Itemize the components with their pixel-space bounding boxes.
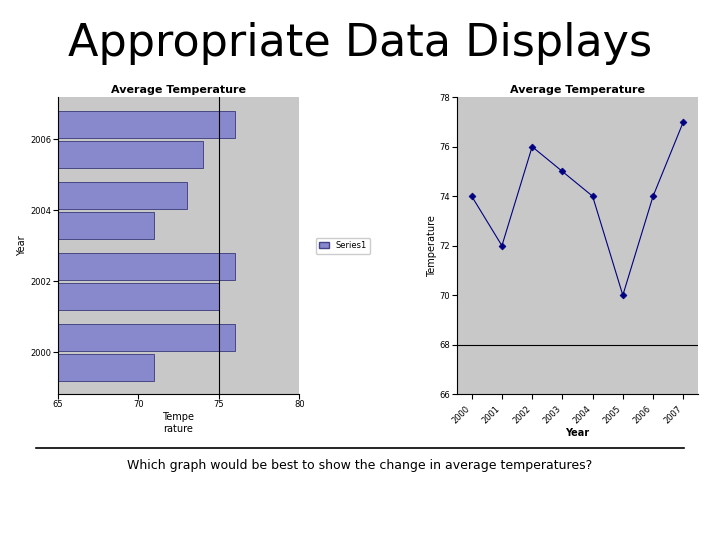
Bar	[58, 324, 235, 351]
Bar	[58, 354, 154, 381]
Y-axis label: Temperature: Temperature	[427, 215, 437, 276]
Bar	[58, 182, 186, 209]
Text: Appropriate Data Displays: Appropriate Data Displays	[68, 22, 652, 65]
Y-axis label: Year: Year	[17, 235, 27, 256]
X-axis label: Year: Year	[565, 428, 590, 438]
Legend: Series1: Series1	[715, 238, 720, 254]
X-axis label: Tempe
rature: Tempe rature	[163, 412, 194, 434]
Text: Which graph would be best to show the change in average temperatures?: Which graph would be best to show the ch…	[127, 459, 593, 472]
Bar	[58, 212, 154, 239]
Bar	[58, 111, 235, 138]
Title: Average Temperature: Average Temperature	[111, 85, 246, 95]
Bar	[58, 282, 219, 309]
Legend: Series1: Series1	[315, 238, 370, 254]
Title: Average Temperature: Average Temperature	[510, 85, 645, 95]
Bar	[58, 140, 203, 167]
Bar	[58, 253, 235, 280]
